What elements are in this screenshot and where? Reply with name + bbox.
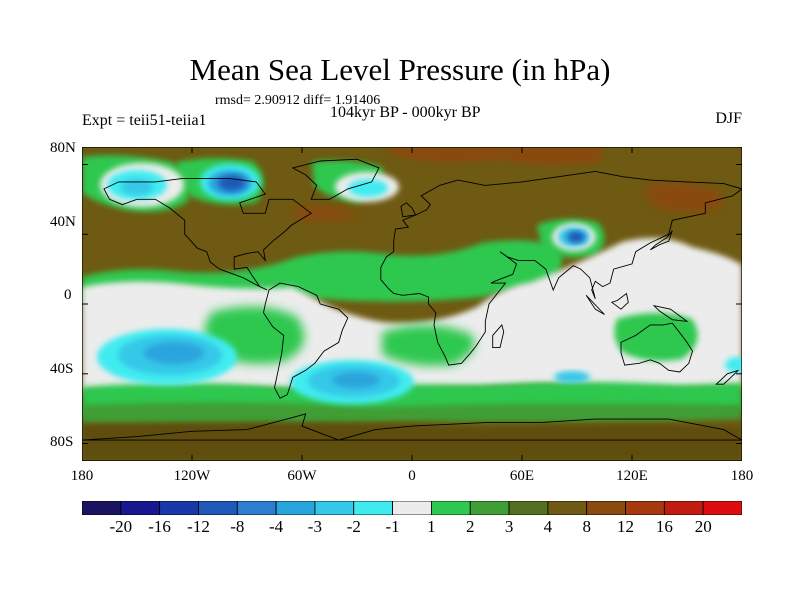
greenland-coast xyxy=(291,158,380,200)
colorbar-label: 20 xyxy=(694,517,712,536)
colorbar-swatch xyxy=(586,501,626,515)
period-text: 104kyr BP - 000kyr BP xyxy=(330,104,481,121)
y-tick-0: 0 xyxy=(64,287,72,303)
colorbar-swatch xyxy=(314,501,355,515)
southern-dark-green xyxy=(82,402,742,425)
x-tick-180e: 180 xyxy=(730,468,754,484)
x-tick-120w: 120W xyxy=(173,468,211,484)
colorbar-label: 4 xyxy=(543,517,553,536)
colorbar-label: -16 xyxy=(148,517,171,536)
season-label: DJF xyxy=(715,110,742,127)
coastlines xyxy=(82,158,742,441)
antarctica-coast xyxy=(82,413,742,441)
australia-coast xyxy=(620,322,693,373)
colorbar-label: -8 xyxy=(230,517,245,536)
colorbar-label: -4 xyxy=(269,517,284,536)
colorbar-label: 3 xyxy=(504,517,514,536)
tibet-low-core xyxy=(567,231,585,243)
colorbar-label: 12 xyxy=(617,517,634,536)
colorbar xyxy=(82,501,742,515)
colorbar-swatch xyxy=(275,501,316,515)
colorbar-swatch xyxy=(392,501,432,515)
new-zealand-coast xyxy=(715,369,739,385)
madagascar-coast xyxy=(492,323,505,349)
indonesia-coast xyxy=(585,294,605,315)
colorbar-swatch xyxy=(198,501,238,515)
colorbar-label: 8 xyxy=(582,517,591,536)
colorbar-label: -12 xyxy=(187,517,210,536)
pressure-map xyxy=(82,147,742,461)
colorbar-label: 2 xyxy=(465,517,475,536)
eurasia-africa-coast xyxy=(380,170,742,366)
colorbar-swatch xyxy=(663,501,704,515)
plot-title: Mean Sea Level Pressure (in hPa) xyxy=(189,52,611,87)
x-tick-60e: 60E xyxy=(509,468,535,484)
arctic-high-band xyxy=(382,147,602,165)
antarctic-band xyxy=(82,422,742,461)
colorbar-label: -2 xyxy=(346,517,361,536)
australia-green xyxy=(614,313,698,361)
atlantic-high-band xyxy=(292,205,362,222)
hudson-low-core xyxy=(218,175,246,191)
colorbar-swatch xyxy=(353,501,393,515)
alaska-low-core xyxy=(121,179,153,195)
siberia-high-band xyxy=(642,183,722,213)
colorbar-swatch xyxy=(159,501,199,515)
south-atlantic-green xyxy=(382,325,475,366)
x-tick-120e: 120E xyxy=(616,468,648,484)
y-tick-80s: 80S xyxy=(50,434,74,450)
colorbar-label: 16 xyxy=(655,517,673,536)
experiment-label: Expt = teii51-teiia1 xyxy=(82,112,207,129)
colorbar-label: -1 xyxy=(385,517,400,536)
indian-low xyxy=(554,371,590,383)
stats-text: rmsd= 2.90912 diff= 1.91406 xyxy=(215,93,381,108)
atlantic-low-core xyxy=(332,372,380,388)
y-tick-80n: 80N xyxy=(50,140,76,156)
south-america-coast xyxy=(263,282,349,399)
uk-coast xyxy=(400,202,417,218)
y-tick-40n: 40N xyxy=(50,214,76,230)
tasman-low xyxy=(725,357,742,373)
colorbar-swatch xyxy=(702,501,742,515)
colorbar-swatch xyxy=(547,501,588,515)
colorbar-swatch xyxy=(120,501,161,515)
colorbar-swatch xyxy=(431,501,471,515)
japan-coast xyxy=(649,230,673,251)
iceland-low-core xyxy=(348,179,388,197)
y-tick-40s: 40S xyxy=(50,361,74,377)
borneo-coast xyxy=(610,292,629,310)
pacific-low-core xyxy=(144,342,204,364)
colorbar-swatch xyxy=(625,501,665,515)
colorbar-swatch xyxy=(508,501,549,515)
colorbar-swatch xyxy=(469,501,510,515)
colorbar-label: -20 xyxy=(109,517,133,536)
colorbar-label: -3 xyxy=(307,517,322,536)
colorbar-swatch xyxy=(236,501,277,515)
colorbar-label: 1 xyxy=(427,517,436,536)
x-tick-180w: 180 xyxy=(70,468,94,484)
north-america-coast xyxy=(103,177,312,291)
colorbar-swatch xyxy=(82,501,122,515)
new-guinea-coast xyxy=(652,304,689,323)
x-tick-60w: 60W xyxy=(287,468,317,484)
x-tick-0: 0 xyxy=(408,468,416,484)
